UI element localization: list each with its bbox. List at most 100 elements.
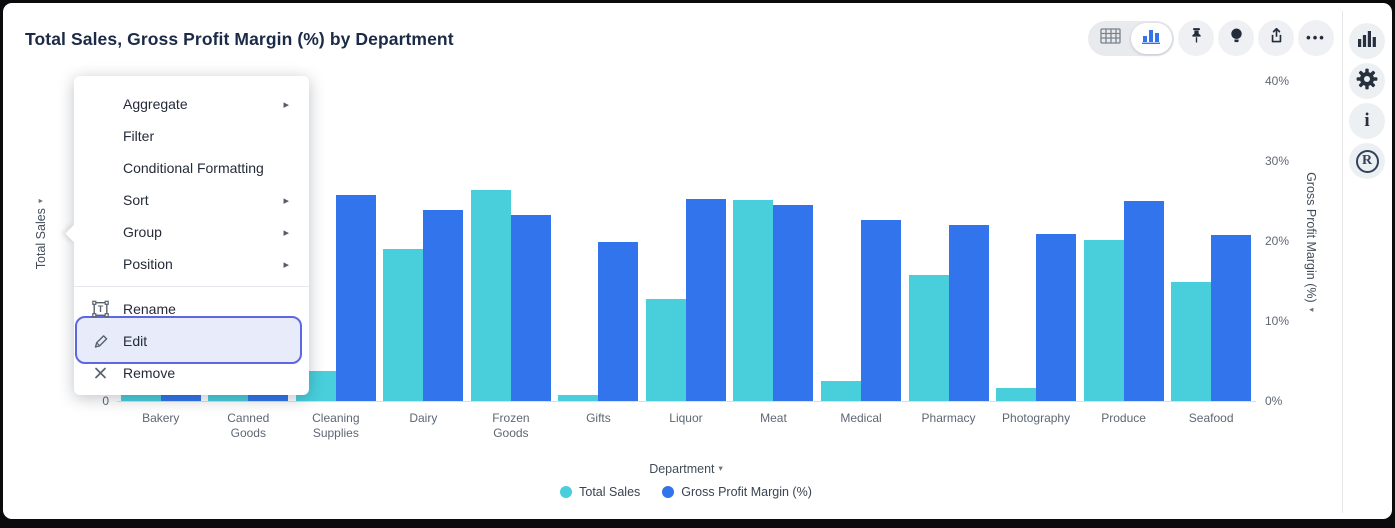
menu-item-conditional-formatting[interactable]: Conditional Formatting: [74, 152, 309, 184]
chart-type-button[interactable]: [1349, 23, 1385, 59]
right-axis-tick: 0%: [1265, 394, 1283, 408]
bar-gross-profit-margin-medical[interactable]: [861, 220, 902, 401]
chevron-down-icon: ▾: [1307, 307, 1317, 312]
menu-item-label: Remove: [123, 365, 176, 381]
table-view-button[interactable]: [1090, 23, 1131, 54]
x-label-photography: Photography: [992, 411, 1080, 441]
x-label-text: Dairy: [409, 411, 438, 425]
bar-total-sales-produce[interactable]: [1083, 239, 1124, 401]
bar-gross-profit-margin-frozen-goods[interactable]: [510, 214, 551, 401]
bar-total-sales-frozen-goods[interactable]: [470, 190, 511, 401]
bar-group-frozen-goods: [467, 81, 555, 401]
menu-item-aggregate[interactable]: Aggregate ▸: [74, 88, 309, 120]
bar-total-sales-dairy[interactable]: [383, 249, 424, 401]
x-label-gifts: Gifts: [555, 411, 643, 441]
left-axis-title[interactable]: Total Sales▾: [34, 198, 48, 270]
lightbulb-button[interactable]: [1218, 20, 1254, 56]
x-label-pharmacy: Pharmacy: [905, 411, 993, 441]
bar-group-meat: [730, 81, 818, 401]
legend-item-total-sales: Total Sales: [560, 485, 640, 499]
chevron-down-icon: ▾: [718, 463, 723, 473]
submenu-arrow-icon: ▸: [283, 226, 289, 239]
x-label-produce: Produce: [1080, 411, 1168, 441]
bar-total-sales-meat[interactable]: [733, 200, 774, 401]
x-label-canned-goods: Canned Goods: [205, 411, 293, 441]
bar-total-sales-seafood[interactable]: [1171, 282, 1212, 401]
bar-group-cleaning-supplies: [292, 81, 380, 401]
right-axis-title[interactable]: Gross Profit Margin (%)▾: [1304, 172, 1318, 312]
gear-icon: [1356, 68, 1378, 95]
submenu-arrow-icon: ▸: [283, 194, 289, 207]
sidebar-divider: [1342, 11, 1343, 513]
bar-group-dairy: [380, 81, 468, 401]
view-toggle: [1088, 20, 1174, 56]
bar-gross-profit-margin-pharmacy[interactable]: [948, 225, 989, 401]
x-axis-labels: Bakery Canned Goods Cleaning Supplies Dairy…: [117, 411, 1255, 441]
menu-item-filter[interactable]: Filter: [74, 120, 309, 152]
right-axis-tick: 40%: [1265, 74, 1290, 88]
more-options-button[interactable]: •••: [1298, 20, 1334, 56]
menu-item-label: Edit: [123, 333, 148, 349]
menu-item-edit[interactable]: Edit: [74, 325, 309, 357]
x-label-frozen-goods: Frozen Goods: [467, 411, 555, 441]
menu-item-label: Conditional Formatting: [123, 160, 264, 176]
bar-total-sales-pharmacy[interactable]: [908, 275, 949, 401]
bar-total-sales-medical[interactable]: [821, 381, 862, 401]
x-label-text: Cleaning Supplies: [312, 411, 360, 440]
menu-item-label: Rename: [123, 301, 176, 317]
ellipsis-icon: •••: [1306, 29, 1326, 45]
bar-group-photography: [992, 81, 1080, 401]
legend-item-gross-profit-margin: Gross Profit Margin (%): [662, 485, 812, 499]
share-button[interactable]: [1258, 20, 1294, 56]
right-axis-tick: 10%: [1265, 314, 1290, 328]
submenu-arrow-icon: ▸: [283, 258, 289, 271]
x-label-text: Seafood: [1188, 411, 1234, 425]
lightbulb-icon: [1227, 26, 1246, 51]
pin-button[interactable]: [1178, 20, 1214, 56]
x-label-text: Medical: [840, 411, 882, 425]
bar-gross-profit-margin-liquor[interactable]: [685, 199, 726, 401]
menu-item-sort[interactable]: Sort ▸: [74, 184, 309, 216]
bar-total-sales-photography[interactable]: [996, 387, 1037, 401]
legend-dot: [560, 486, 573, 498]
x-label-cleaning-supplies: Cleaning Supplies: [292, 411, 380, 441]
bar-gross-profit-margin-produce[interactable]: [1123, 201, 1164, 401]
svg-text:T: T: [98, 304, 104, 314]
bar-gross-profit-margin-dairy[interactable]: [423, 209, 464, 401]
info-button[interactable]: i: [1349, 103, 1385, 139]
side-rail: i R: [1349, 23, 1385, 179]
bar-gross-profit-margin-photography[interactable]: [1036, 233, 1077, 401]
info-icon: i: [1364, 110, 1370, 131]
menu-item-label: Filter: [123, 128, 155, 144]
x-label-text: Liquor: [669, 411, 703, 425]
menu-item-position[interactable]: Position ▸: [74, 248, 309, 280]
table-icon: [1100, 27, 1121, 49]
r-analytics-button[interactable]: R: [1349, 143, 1385, 179]
x-axis-title[interactable]: Department ▾: [649, 462, 723, 476]
menu-item-remove[interactable]: Remove: [74, 357, 309, 389]
right-axis-ticks: 0% 10% 20% 30% 40%: [1265, 74, 1315, 408]
chart-view-button[interactable]: [1131, 22, 1172, 54]
settings-button[interactable]: [1349, 63, 1385, 99]
x-label-seafood: Seafood: [1167, 411, 1255, 441]
bar-gross-profit-margin-seafood[interactable]: [1211, 234, 1252, 401]
menu-item-group[interactable]: Group ▸: [74, 216, 309, 248]
pin-icon: [1187, 26, 1206, 51]
legend-dot: [662, 486, 675, 498]
right-axis-tick: 20%: [1265, 234, 1290, 248]
x-label-text: Meat: [760, 411, 787, 425]
bar-total-sales-gifts[interactable]: [558, 395, 599, 401]
x-label-dairy: Dairy: [380, 411, 468, 441]
menu-divider: [74, 286, 309, 287]
bar-gross-profit-margin-cleaning-supplies[interactable]: [335, 195, 376, 401]
legend-label: Total Sales: [579, 485, 641, 499]
bar-group-liquor: [642, 81, 730, 401]
menu-item-rename[interactable]: T Rename: [74, 293, 309, 325]
bar-gross-profit-margin-meat[interactable]: [773, 205, 814, 401]
edit-highlight-ring: [75, 316, 302, 364]
bar-total-sales-liquor[interactable]: [645, 298, 686, 401]
chevron-down-icon: ▾: [35, 198, 45, 204]
bar-gross-profit-margin-gifts[interactable]: [598, 241, 639, 401]
edit-icon: [92, 333, 109, 350]
